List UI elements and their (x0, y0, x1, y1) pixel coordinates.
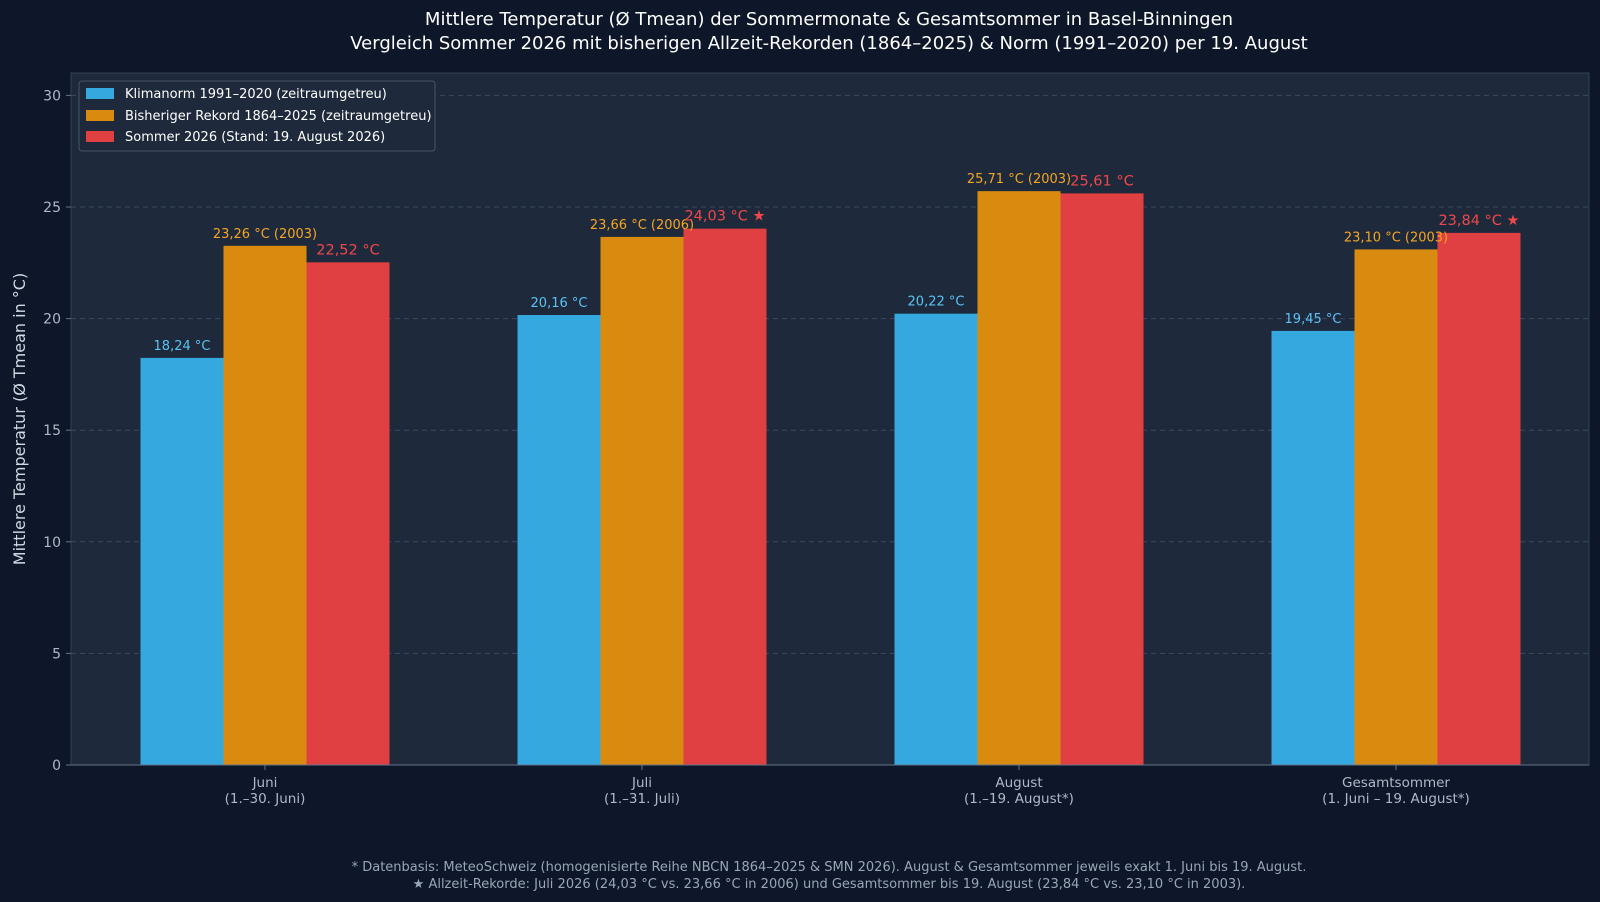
chart-title: Mittlere Temperatur (Ø Tmean) der Sommer… (425, 9, 1233, 30)
legend-box (78, 80, 436, 152)
bar-record (600, 236, 684, 765)
bar-norm (894, 313, 978, 765)
value-label-record: 25,71 °C (2003) (967, 172, 1071, 187)
bar-summer-2026 (1437, 232, 1521, 765)
legend-label-norm: Klimanorm 1991–2020 (zeitraumgetreu) (125, 87, 387, 102)
value-label-summer-2026: 23,84 °C ★ (1438, 213, 1519, 229)
value-label-summer-2026: 24,03 °C ★ (684, 209, 765, 225)
legend-swatch-norm (86, 88, 114, 99)
y-tick-label: 5 (52, 646, 61, 662)
x-tick-label: Gesamtsommer (1342, 775, 1450, 791)
bars (140, 191, 1521, 766)
x-tick-sublabel: (1.–31. Juli) (604, 791, 680, 807)
value-label-summer-2026: 22,52 °C (316, 242, 380, 258)
footnote-data-source: * Datenbasis: MeteoSchweiz (homogenisier… (352, 860, 1307, 875)
y-tick-label: 20 (43, 312, 61, 328)
x-tick-label: Juni (252, 775, 278, 791)
legend: Klimanorm 1991–2020 (zeitraumgetreu) Bis… (78, 80, 436, 152)
bar-record (977, 191, 1061, 765)
value-label-summer-2026: 25,61 °C (1070, 173, 1134, 189)
value-label-record: 23,10 °C (2003) (1344, 230, 1448, 245)
bar-record (223, 245, 307, 766)
value-label-norm: 20,16 °C (531, 296, 588, 311)
bar-norm (517, 315, 601, 765)
value-label-norm: 18,24 °C (154, 339, 211, 354)
bar-summer-2026 (683, 228, 767, 766)
x-tick-sublabel: (1.–30. Juni) (225, 791, 306, 807)
bar-norm (140, 357, 224, 765)
legend-label-record: Bisheriger Rekord 1864–2025 (zeitraumget… (125, 109, 432, 124)
bar-summer-2026 (306, 262, 390, 765)
y-tick-label: 25 (43, 200, 61, 216)
chart-subtitle: Vergleich Sommer 2026 mit bisherigen All… (350, 33, 1307, 54)
y-tick-label: 15 (43, 423, 61, 439)
bar-value-labels: 18,24 °C 20,16 °C 20,22 °C 19,45 °C 23,26 °C… (154, 172, 1520, 354)
x-tick-sublabel: (1.–19. August*) (964, 791, 1074, 807)
value-label-record: 23,26 °C (2003) (213, 227, 317, 242)
legend-swatch-record (86, 110, 114, 121)
value-label-norm: 19,45 °C (1285, 312, 1342, 327)
footnote-records: ★ Allzeit-Rekorde: Juli 2026 (24,03 °C v… (413, 877, 1246, 892)
y-axis-label: Mittlere Temperatur (Ø Tmean in °C) (10, 273, 29, 565)
x-tick-sublabel: (1. Juni – 19. August*) (1322, 791, 1470, 807)
legend-swatch-summer-2026 (86, 131, 114, 142)
bar-norm (1271, 330, 1355, 765)
y-tick-label: 30 (43, 88, 61, 104)
bar-summer-2026 (1060, 193, 1144, 766)
bar-record (1354, 249, 1438, 765)
legend-label-summer-2026: Sommer 2026 (Stand: 19. August 2026) (125, 130, 385, 145)
x-tick-label: Juli (631, 775, 652, 791)
y-tick-label: 0 (52, 758, 61, 774)
x-axis-ticks: Juni(1.–30. Juni) Juli(1.–31. Juli) August… (225, 765, 1470, 807)
y-tick-label: 10 (43, 535, 61, 551)
y-axis-ticks: 0 5 10 15 20 25 30 (43, 88, 71, 774)
value-label-record: 23,66 °C (2006) (590, 218, 694, 233)
value-label-norm: 20,22 °C (908, 295, 965, 310)
x-tick-label: August (995, 775, 1042, 791)
